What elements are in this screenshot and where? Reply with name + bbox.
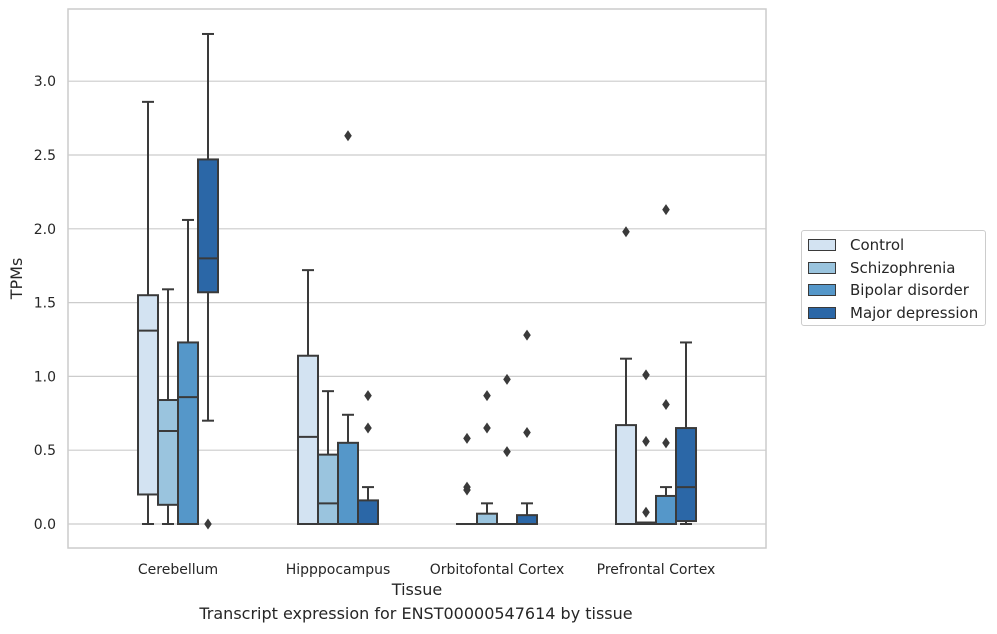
box-body bbox=[317, 453, 339, 525]
box-body bbox=[157, 399, 179, 506]
outlier-point bbox=[364, 390, 372, 402]
plot-area-frame bbox=[67, 8, 767, 549]
box-body bbox=[357, 499, 379, 526]
box-plot-data bbox=[137, 32, 697, 530]
outlier-point bbox=[642, 506, 650, 518]
box-major-depression bbox=[516, 329, 538, 525]
box-schizophrenia bbox=[476, 390, 498, 526]
legend-item: Control bbox=[808, 235, 904, 255]
y-axis-label: TPMs bbox=[7, 258, 26, 301]
box-body bbox=[177, 341, 199, 525]
legend-swatch bbox=[808, 239, 836, 251]
outlier-point bbox=[523, 426, 531, 438]
x-tick-label: Hipppocampus bbox=[286, 562, 391, 578]
box-body bbox=[476, 512, 498, 526]
y-tick-label: 0.5 bbox=[34, 443, 56, 459]
legend-swatch bbox=[808, 261, 836, 274]
outlier-point bbox=[463, 432, 471, 444]
box-schizophrenia bbox=[157, 288, 179, 525]
outlier-point bbox=[662, 204, 670, 216]
box-bipolar-disorder bbox=[655, 204, 677, 525]
outlier-point bbox=[523, 329, 531, 341]
y-tick-label: 1.0 bbox=[34, 369, 56, 385]
legend-label: Bipolar disorder bbox=[850, 281, 969, 299]
box-schizophrenia bbox=[635, 369, 657, 525]
box-bipolar-disorder bbox=[337, 130, 359, 526]
outlier-point bbox=[364, 422, 372, 434]
legend-swatch bbox=[808, 284, 836, 296]
outlier-point bbox=[662, 437, 670, 449]
box-body bbox=[615, 424, 637, 525]
box-control bbox=[615, 226, 637, 525]
x-axis-label: Tissue bbox=[391, 580, 442, 599]
box-body bbox=[516, 514, 538, 525]
box-control bbox=[456, 432, 478, 526]
y-tick-label: 2.0 bbox=[34, 222, 56, 238]
box-body bbox=[675, 427, 697, 523]
outlier-point bbox=[483, 390, 491, 402]
legend-item: Schizophrenia bbox=[808, 258, 955, 278]
y-tick-label: 0.0 bbox=[34, 517, 56, 533]
box-major-depression bbox=[357, 390, 379, 526]
legend-label: Control bbox=[850, 236, 905, 254]
legend: Control Schizophrenia Bipolar disorder Majo… bbox=[801, 230, 986, 326]
legend-item: Major depression bbox=[808, 303, 978, 323]
x-tick-label: Cerebellum bbox=[138, 562, 218, 578]
legend-label: Major depression bbox=[850, 303, 979, 322]
box-body bbox=[655, 494, 677, 525]
box-bipolar-disorder bbox=[496, 373, 518, 526]
outlier-point bbox=[503, 373, 511, 385]
box-bipolar-disorder bbox=[177, 218, 199, 525]
outlier-point bbox=[662, 398, 670, 410]
box-control bbox=[297, 269, 319, 525]
outlier-point bbox=[642, 435, 650, 447]
figure-caption: Transcript expression for ENST0000054761… bbox=[199, 604, 633, 623]
x-tick-label: Prefrontal Cortex bbox=[597, 562, 716, 578]
box-schizophrenia bbox=[317, 390, 339, 525]
outlier-point bbox=[642, 369, 650, 381]
box-body bbox=[337, 441, 359, 526]
box-body bbox=[197, 158, 219, 294]
outlier-point bbox=[204, 518, 212, 530]
box-major-depression bbox=[675, 341, 697, 525]
y-tick-label: 1.5 bbox=[34, 296, 56, 312]
box-body bbox=[297, 354, 319, 525]
x-tick-label: Orbitofontal Cortex bbox=[430, 562, 565, 578]
outlier-point bbox=[622, 226, 630, 238]
y-tick-label: 2.5 bbox=[34, 148, 56, 164]
axes: 0.0 0.5 1.0 1.5 2.0 2.5 3.0 Cerebellum Hipppocam… bbox=[34, 74, 716, 578]
outlier-point bbox=[483, 422, 491, 434]
box-body bbox=[137, 294, 159, 496]
outlier-point bbox=[344, 130, 352, 142]
outlier-point bbox=[463, 484, 471, 496]
outlier-point bbox=[503, 446, 511, 458]
box-major-depression bbox=[197, 32, 219, 530]
y-tick-label: 3.0 bbox=[34, 74, 56, 90]
legend-swatch bbox=[808, 306, 836, 319]
box-control bbox=[137, 100, 159, 525]
legend-item: Bipolar disorder bbox=[808, 280, 969, 300]
legend-label: Schizophrenia bbox=[850, 258, 956, 277]
